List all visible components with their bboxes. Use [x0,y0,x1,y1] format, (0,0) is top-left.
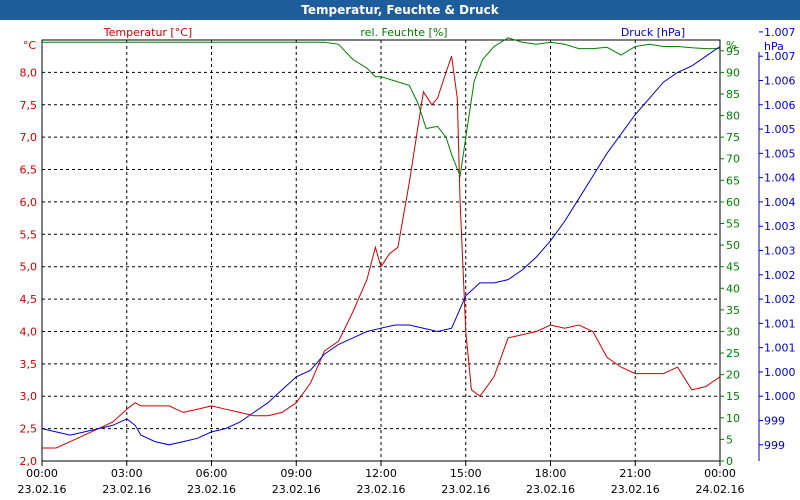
temperature-tick-label: 5,0 [20,261,38,274]
pressure-tick-label: 1.001 [764,342,796,355]
humidity-tick-label: 95 [726,45,740,58]
humidity-tick-label: 60 [726,196,740,209]
x-tick-time-label: 03:00 [111,467,143,480]
humidity-tick-label: 0 [726,455,733,468]
pressure-tick-label: 1.006 [764,74,796,87]
x-tick-time-label: 06:00 [196,467,228,480]
x-tick-time-label: 21:00 [619,467,651,480]
pressure-series-line [41,46,721,446]
humidity-tick-label: 45 [726,261,740,274]
humidity-tick-label: 80 [726,110,740,123]
temperature-tick-label: 5,5 [20,228,38,241]
chart-series [41,37,721,449]
x-tick-date-label: 23.02.16 [526,483,575,496]
pressure-tick-label: 1.007 [764,26,796,39]
chart-canvas: 00:00 23.02.16 03:00 23.02.16 06:00 23.02.16 0… [18,26,796,496]
humidity-tick-label: 50 [726,239,740,252]
pressure-tick-label: 1.004 [764,172,796,185]
temperature-tick-label: 4,5 [20,293,38,306]
pressure-tick-label: 999 [764,439,785,452]
x-tick-date-label: 23.02.16 [441,483,490,496]
pressure-tick-label: 1.004 [764,196,796,209]
x-tick-date-label: 23.02.16 [102,483,151,496]
humidity-tick-label: 65 [726,174,740,187]
temperature-tick-label: 2,0 [20,455,38,468]
chart-title: Temperatur, Feuchte & Druck [0,0,800,20]
humidity-tick-label: 15 [726,390,740,403]
temperature-tick-label: 7,0 [20,131,38,144]
pressure-tick-label: 1.001 [764,317,796,330]
pressure-unit-label: hPa [764,40,784,53]
humidity-tick-label: 35 [726,304,740,317]
chart-labels: 00:00 23.02.16 03:00 23.02.16 06:00 23.02.16 0… [18,26,796,496]
pressure-tick-label: 1.002 [764,269,796,282]
humidity-unit-label: % [726,39,736,52]
x-tick-time-label: 09:00 [280,467,312,480]
humidity-tick-label: 70 [726,153,740,166]
humidity-tick-label: 10 [726,412,740,425]
temperature-tick-label: 4,0 [20,325,38,338]
temperature-tick-label: 8,0 [20,66,38,79]
humidity-series-line [42,37,720,178]
humidity-tick-label: 20 [726,369,740,382]
x-tick-date-label: 23.02.16 [18,483,67,496]
humidity-tick-label: 40 [726,282,740,295]
x-tick-date-label: 23.02.16 [187,483,236,496]
pressure-tick-label: 1.002 [764,293,796,306]
x-tick-time-label: 00:00 [26,467,58,480]
temperature-tick-label: 6,0 [20,196,38,209]
x-tick-date-label: 23.02.16 [272,483,321,496]
pressure-legend: Druck [hPa] [621,26,685,39]
x-tick-time-label: 18:00 [535,467,567,480]
pressure-tick-label: 1.007 [764,50,796,63]
pressure-tick-label: 1.006 [764,99,796,112]
temperature-tick-label: 7,5 [20,99,38,112]
pressure-tick-label: 1.000 [764,390,796,403]
humidity-legend: rel. Feuchte [%] [360,26,447,39]
temperature-unit-label: °C [23,39,37,52]
temperature-tick-label: 6,5 [20,164,38,177]
pressure-tick-label: 1.003 [764,220,796,233]
temperature-tick-label: 2,5 [20,423,38,436]
x-tick-date-label: 23.02.16 [611,483,660,496]
humidity-tick-label: 75 [726,131,740,144]
pressure-tick-label: 1.005 [764,147,796,160]
humidity-tick-label: 90 [726,66,740,79]
x-tick-time-label: 15:00 [450,467,482,480]
temperature-tick-label: 3,5 [20,358,38,371]
temperature-series-line [42,56,721,449]
humidity-tick-label: 5 [726,433,733,446]
x-tick-date-label: 24.02.16 [696,483,745,496]
x-tick-date-label: 23.02.16 [357,483,406,496]
pressure-tick-label: 1.005 [764,123,796,136]
chart-axes [41,31,763,466]
humidity-tick-label: 25 [726,347,740,360]
humidity-tick-label: 55 [726,218,740,231]
pressure-tick-label: 1.003 [764,245,796,258]
x-tick-time-label: 12:00 [365,467,397,480]
pressure-tick-label: 1.000 [764,366,796,379]
pressure-tick-label: 999 [764,415,785,428]
temperature-tick-label: 3,0 [20,390,38,403]
temperature-legend: Temperatur [°C] [103,26,192,39]
x-tick-time-label: 00:00 [704,467,736,480]
humidity-tick-label: 30 [726,325,740,338]
chart-grid [42,40,720,461]
humidity-tick-label: 85 [726,88,740,101]
